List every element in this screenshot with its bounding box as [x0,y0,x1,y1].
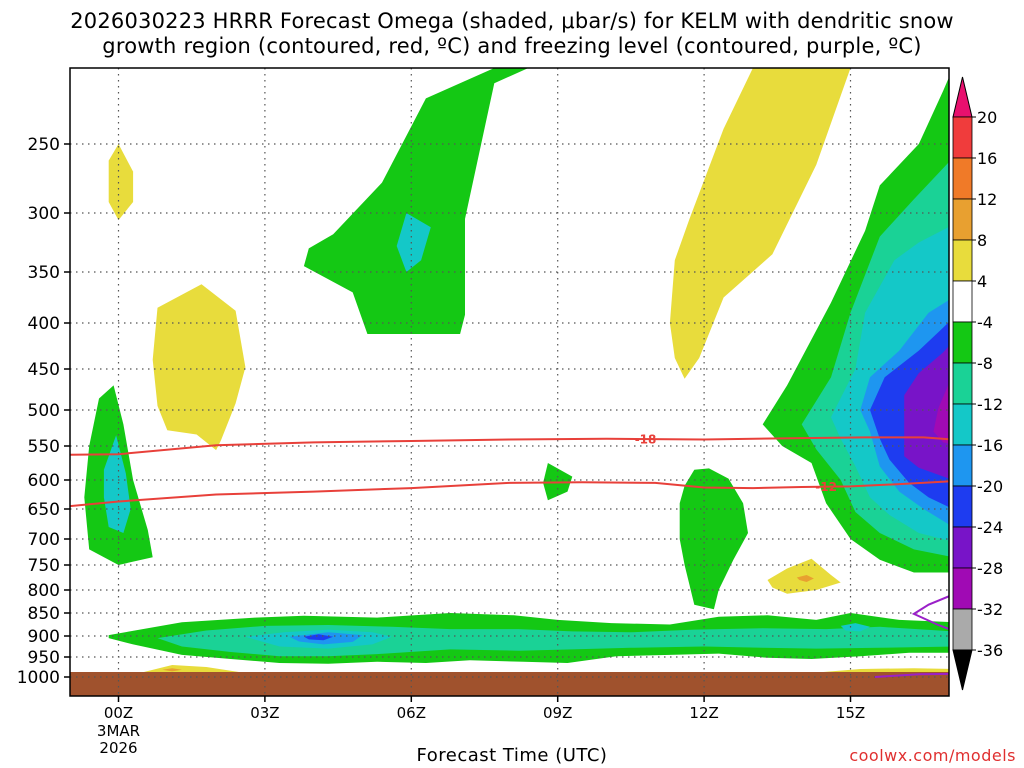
colorbar-swatch-4 [952,239,973,282]
dgz-contour-label: -12 [815,480,837,494]
colorbar-label--20: -20 [977,477,1003,496]
x-tick-label-00Z: 00Z [104,704,133,722]
freezing-level-contour-0 [911,595,949,631]
y-tick-label-250: 250 [28,135,60,155]
y-tick-label-900: 900 [28,627,60,647]
y-tick-label-450: 450 [28,360,60,380]
omega-region-6 [669,68,856,379]
x-tick-year: 2026 [99,739,137,757]
colorbar-min-arrow [952,649,973,691]
omega-region-25 [162,668,182,672]
y-tick-label-950: 950 [28,648,60,668]
colorbar-label-4: 4 [977,272,987,291]
omega-region-16 [933,383,949,444]
y-tick-label-350: 350 [28,263,60,283]
colorbar-swatch--20 [952,444,973,487]
colorbar-label-20: 20 [977,108,997,127]
y-tick-label-1000: 1000 [17,668,60,688]
colorbar-max-arrow [952,76,973,118]
plot-frame [69,67,950,697]
y-tick-label-550: 550 [28,437,60,457]
y-tick-label-750: 750 [28,556,60,576]
colorbar-swatch--24 [952,485,973,528]
omega-region-0 [108,144,134,221]
colorbar-swatch--4 [952,280,973,323]
x-axis-label: Forecast Time (UTC) [416,745,608,766]
y-tick-label-650: 650 [28,500,60,520]
below-ground-shading [70,672,949,696]
colorbar-label--16: -16 [977,436,1003,455]
omega-region-26 [840,623,870,632]
colorbar-swatch--16 [952,403,973,446]
colorbar-swatch-16 [952,116,973,159]
y-tick-label-850: 850 [28,604,60,624]
colorbar-label-8: 8 [977,231,987,250]
dgz-contour-label: -18 [635,433,657,447]
chart-title-line-1: 2026030223 HRRR Forecast Omega (shaded, … [70,9,954,33]
colorbar-label--12: -12 [977,395,1003,414]
colorbar-swatch--28 [952,526,973,569]
x-tick-label-03Z: 03Z [250,704,279,722]
colorbar-swatch--12 [952,362,973,405]
colorbar-label--8: -8 [977,354,993,373]
x-tick-label-15Z: 15Z [836,704,865,722]
colorbar-swatch--36 [952,608,973,651]
colorbar-label--36: -36 [977,641,1003,660]
omega-region-22 [142,665,241,674]
colorbar-swatch-8 [952,198,973,241]
x-tick-date: 3MAR [97,722,140,740]
x-tick-label-12Z: 12Z [689,704,718,722]
y-tick-label-300: 300 [28,204,60,224]
omega-region-1 [152,284,246,451]
omega-region-8 [679,468,748,610]
omega-region-4 [303,68,578,334]
colorbar-label--32: -32 [977,600,1003,619]
x-tick-label-06Z: 06Z [397,704,426,722]
y-tick-label-400: 400 [28,314,60,334]
colorbar-label-16: 16 [977,149,997,168]
credit-link[interactable]: coolwx.com/models [849,746,1016,765]
omega-region-24 [796,575,814,582]
omega-region-5 [396,213,431,272]
colorbar-swatch--32 [952,567,973,610]
colorbar-label--24: -24 [977,518,1003,537]
colorbar-swatch--8 [952,321,973,364]
colorbar-label-12: 12 [977,190,997,209]
y-tick-label-500: 500 [28,401,60,421]
y-tick-label-800: 800 [28,581,60,601]
x-tick-label-09Z: 09Z [543,704,572,722]
y-tick-label-600: 600 [28,471,60,491]
dgz-contour--12 [70,480,949,508]
colorbar-label--4: -4 [977,313,993,332]
colorbar-swatch-12 [952,157,973,200]
omega-region-15 [904,345,949,479]
freezing-level-contour-1 [874,672,949,678]
chart-title-line-2: growth region (contoured, red, ºC) and f… [102,34,922,58]
y-tick-label-700: 700 [28,530,60,550]
dgz-contour--18 [70,436,949,456]
colorbar-label--28: -28 [977,559,1003,578]
